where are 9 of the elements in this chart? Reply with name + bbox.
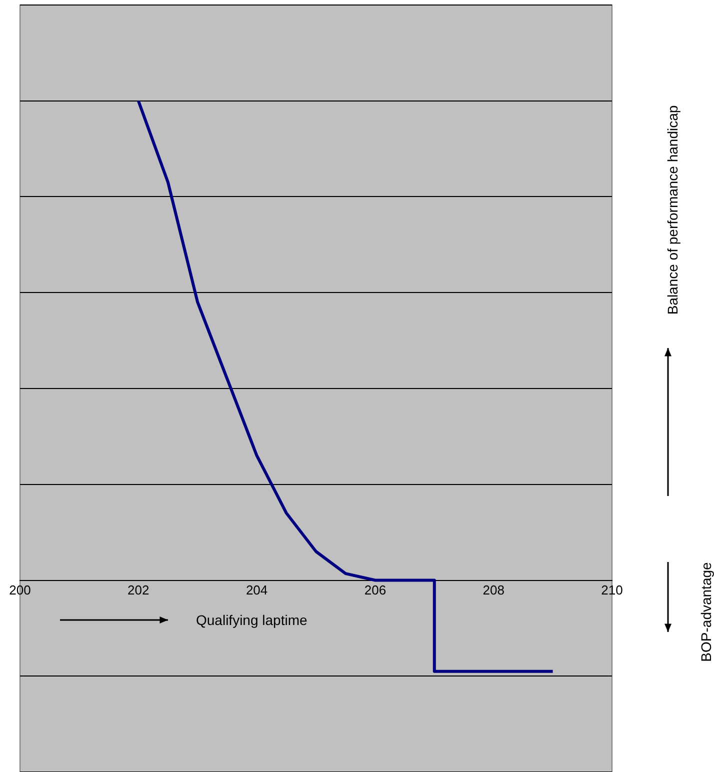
x-tick-label: 204 — [246, 582, 268, 598]
x-tick-label: 208 — [482, 582, 504, 598]
annotation: Qualifying laptime — [196, 612, 308, 628]
x-tick-label: 206 — [364, 582, 386, 598]
x-tick-label: 202 — [128, 582, 150, 598]
x-tick-label: 200 — [9, 582, 31, 598]
text: BOP-advantage — [698, 562, 714, 662]
text: Balance of performance handicap — [664, 105, 680, 315]
x-tick-label: 210 — [601, 582, 623, 598]
